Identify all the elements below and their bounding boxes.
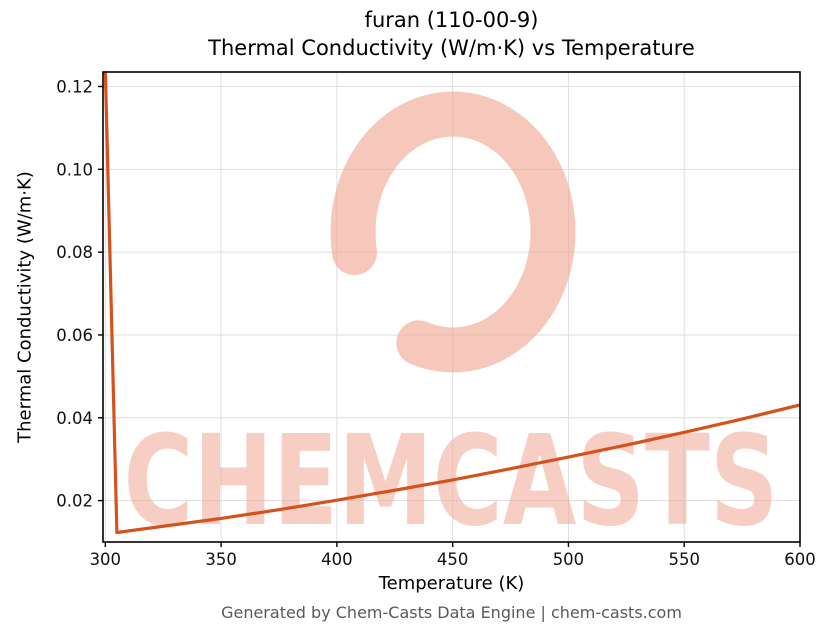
watermark: CHEMCASTS [124, 91, 779, 554]
svg-text:0.12: 0.12 [56, 77, 93, 96]
svg-text:600: 600 [784, 550, 816, 569]
thermal-conductivity-line [103, 72, 800, 535]
svg-text:350: 350 [205, 550, 237, 569]
x-axis-label: Temperature (K) [378, 573, 525, 594]
axes-frame [102, 71, 801, 543]
svg-text:550: 550 [668, 550, 700, 569]
watermark-c-swirl-logo-icon [330, 91, 576, 373]
svg-text:300: 300 [90, 550, 122, 569]
chart-title-property: Thermal Conductivity (W/m·K) vs Temperat… [208, 36, 695, 60]
svg-text:0.06: 0.06 [56, 326, 93, 345]
svg-text:400: 400 [321, 550, 353, 569]
svg-text:0.08: 0.08 [56, 243, 93, 262]
y-axis-label: Thermal Conductivity (W/m·K) [14, 171, 36, 443]
svg-text:0.04: 0.04 [56, 409, 93, 428]
footer-credit: Generated by Chem-Casts Data Engine | ch… [221, 603, 682, 622]
tick-labels: 300 350 400 450 500 550 600 0.02 0.04 0.06 0.08 0.1… [56, 77, 816, 569]
svg-text:500: 500 [553, 550, 585, 569]
chart-title-compound: furan (110-00-9) [364, 8, 539, 32]
svg-text:450: 450 [437, 550, 469, 569]
svg-text:0.10: 0.10 [56, 160, 93, 179]
svg-text:0.02: 0.02 [56, 492, 93, 511]
